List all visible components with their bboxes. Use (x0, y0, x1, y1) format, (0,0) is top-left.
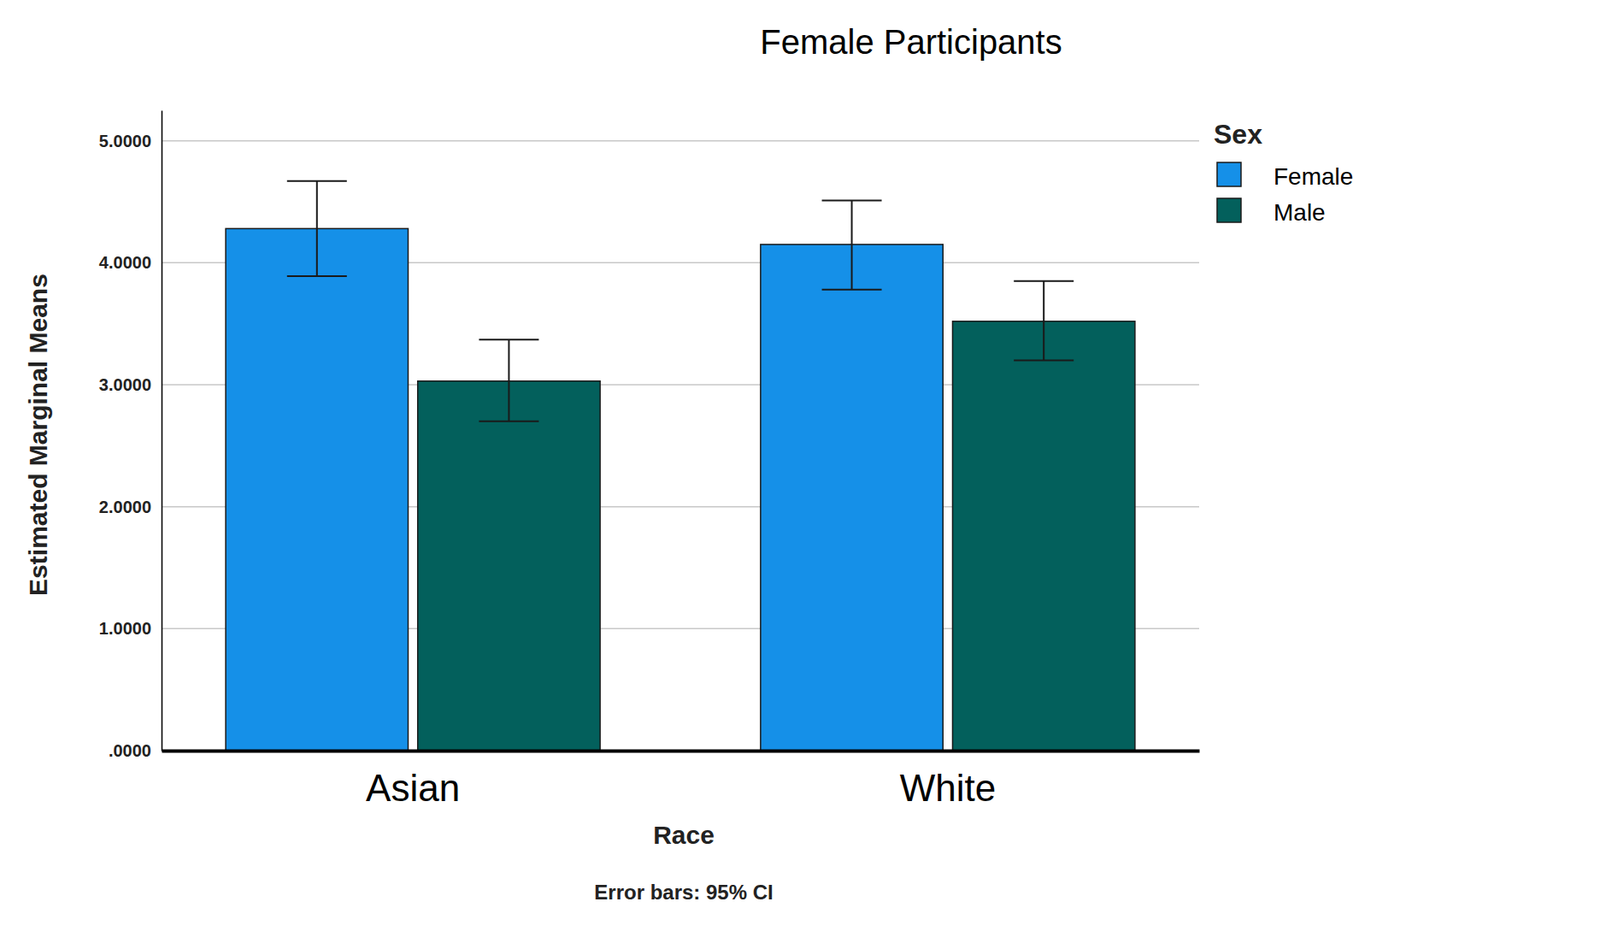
grid (161, 141, 1200, 751)
legend-swatch (1217, 198, 1242, 223)
bar (760, 244, 943, 751)
y-tick-label: 4.0000 (99, 252, 152, 272)
y-tick: 5.0000 (99, 131, 162, 151)
bar-series (225, 228, 943, 751)
plot-area (225, 181, 1136, 751)
legend-swatch (1217, 162, 1242, 187)
error-bar (478, 339, 539, 422)
x-tick: Asian (365, 750, 460, 809)
y-tick-label: 1.0000 (99, 618, 152, 638)
error-bar (1013, 281, 1074, 361)
bar-series (417, 321, 1136, 751)
x-tick-label: White (900, 766, 996, 809)
legend-label: Female (1273, 163, 1353, 190)
y-tick-label: 3.0000 (99, 375, 152, 395)
y-tick-label: 5.0000 (99, 131, 152, 151)
y-axis-title: Estimated Marginal Means (23, 273, 53, 596)
legend-title: Sex (1213, 118, 1263, 150)
y-axis-line (161, 111, 164, 752)
title: Female Participants (759, 23, 1062, 61)
annotation: Error bars: 95% CI (594, 880, 773, 904)
error-bars (287, 181, 883, 290)
x-tick-label: Asian (365, 766, 460, 809)
x-axis-title: Race (652, 820, 715, 849)
error-bars (478, 281, 1074, 422)
y-tick: 4.0000 (99, 252, 162, 272)
chart: .0000 1.0000 2.0000 3.0000 4.0000 5.0000 Asian… (0, 0, 1600, 943)
error-bar (287, 181, 348, 277)
y-tick: 2.0000 (99, 497, 162, 517)
bar (952, 321, 1136, 751)
error-bar (822, 200, 883, 290)
x-tick: White (900, 750, 996, 809)
y-tick-label: 2.0000 (99, 497, 152, 517)
x-axis-line (162, 749, 1200, 753)
bar (225, 228, 408, 751)
y-tick: 1.0000 (99, 618, 162, 638)
y-tick-label: .0000 (108, 741, 152, 760)
grid-line (161, 140, 1200, 142)
y-axis: .0000 1.0000 2.0000 3.0000 4.0000 5.0000 (99, 111, 163, 760)
y-tick: .0000 (108, 741, 162, 760)
x-axis: Asian White (162, 750, 1200, 809)
grid-line (161, 749, 1200, 752)
legend-label: Male (1273, 199, 1326, 226)
legend: Sex Female Male (1213, 118, 1353, 226)
y-tick: 3.0000 (99, 375, 162, 395)
bar (417, 381, 600, 751)
